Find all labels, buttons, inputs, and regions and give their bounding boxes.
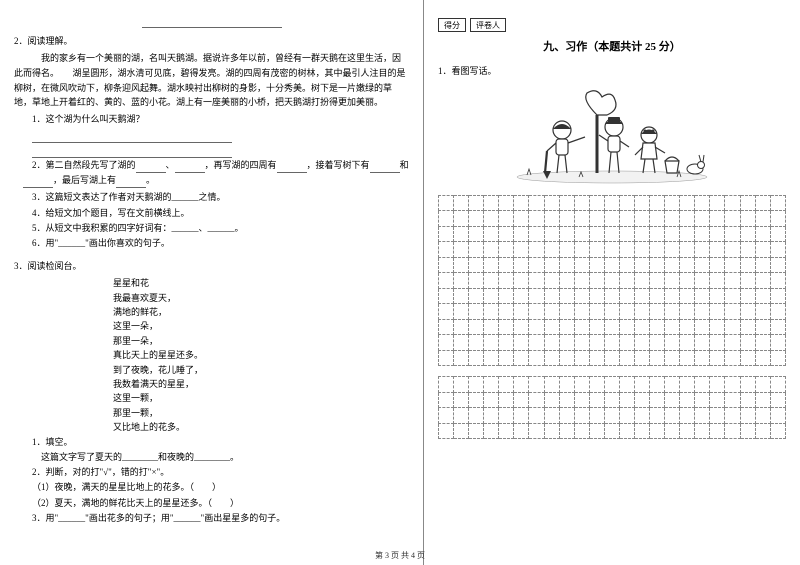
q2-sub2-f: 。 xyxy=(146,175,155,185)
grader-cell-label: 评卷人 xyxy=(470,18,506,32)
q2-sub2-line1: 2．第二自然段先写了湖的、，再写湖的四周有，接着写树下有和 xyxy=(32,158,409,173)
q3-sub1: 1．填空。 xyxy=(32,435,409,450)
writing-grid-bottom xyxy=(438,376,786,439)
question-2-label: 2．阅读理解。 xyxy=(14,34,409,49)
answer-line-1 xyxy=(32,128,409,143)
poem-line: 那里一颗， xyxy=(113,406,409,420)
poem-line: 这里一颗， xyxy=(113,391,409,405)
right-column: 得分 评卷人 九、习作（本题共计 25 分） 1．看图写话。 xyxy=(424,0,800,565)
q1-right: 1．看图写话。 xyxy=(438,64,786,79)
q3-sub3: 3．用"______"画出花多的句子；用"______"画出星星多的句子。 xyxy=(32,511,409,526)
poem-line: 这里一朵， xyxy=(113,319,409,333)
q2-sub6: 6．用"______"画出你喜欢的句子。 xyxy=(32,236,409,251)
writing-illustration xyxy=(507,85,717,185)
poem-line: 到了夜晚，花儿睡了， xyxy=(113,363,409,377)
section-nine-title: 九、习作（本题共计 25 分） xyxy=(438,38,786,54)
q2-sub2-a: 2．第二自然段先写了湖的 xyxy=(32,160,136,170)
q2-sub3: 3．这篇短文表达了作者对天鹅湖的______之情。 xyxy=(32,190,409,205)
question-3-label: 3．阅读检阅台。 xyxy=(14,259,409,274)
poem-title: 星星和花 xyxy=(113,276,409,290)
poem-line: 我最喜欢夏天， xyxy=(113,291,409,305)
q2-sub2-d: 和 xyxy=(400,160,409,170)
q3-sub2-b: （2）夏天，满地的鲜花比天上的星星还多。（ ） xyxy=(32,496,409,511)
poem-line: 又比地上的花多。 xyxy=(113,420,409,434)
q2-sub2-b: ，再写湖的四周有 xyxy=(205,160,277,170)
q2-sub4: 4．给短文加个题目，写在文前横线上。 xyxy=(32,206,409,221)
score-cell-label: 得分 xyxy=(438,18,466,32)
q2-sub1: 1．这个湖为什么叫天鹅湖？ xyxy=(32,112,409,127)
poem-line: 我数着满天的星星， xyxy=(113,377,409,391)
page-footer: 第 3 页 共 4 页 xyxy=(0,550,800,561)
poem-line: 满地的鲜花， xyxy=(113,305,409,319)
q2-sub2-line2: ，最后写湖上有 。 xyxy=(23,173,409,188)
q2-sub2-c: ，接着写树下有 xyxy=(307,160,370,170)
q2-sub2-e: ，最后写湖上有 xyxy=(53,175,116,185)
writing-grid-top xyxy=(438,195,786,367)
q3-sub2: 2．判断，对的打"√"，错的打"×"。 xyxy=(32,465,409,480)
poem-line: 真比天上的星星还多。 xyxy=(113,348,409,362)
q2-sub5: 5．从短文中我积累的四字好词有：______、______。 xyxy=(32,221,409,236)
left-column: 2．阅读理解。 我的家乡有一个美丽的湖，名叫天鹅湖。据说许多年以前，曾经有一群天… xyxy=(0,0,424,565)
passage-1: 我的家乡有一个美丽的湖，名叫天鹅湖。据说许多年以前，曾经有一群天鹅在这里生活，因… xyxy=(14,51,409,110)
title-blank-line xyxy=(14,18,409,28)
poem-body: 我最喜欢夏天，满地的鲜花，这里一朵，那里一朵，真比天上的星星还多。到了夜晚，花儿… xyxy=(14,291,409,435)
q3-sub2-a: （1）夜晚，满天的星星比地上的花多。（ ） xyxy=(32,480,409,495)
answer-line-2 xyxy=(32,143,409,158)
score-box-row: 得分 评卷人 xyxy=(438,18,786,32)
q3-sub1-line: 这篇文字写了夏天的________和夜晚的________。 xyxy=(41,450,409,465)
poem-line: 那里一朵， xyxy=(113,334,409,348)
